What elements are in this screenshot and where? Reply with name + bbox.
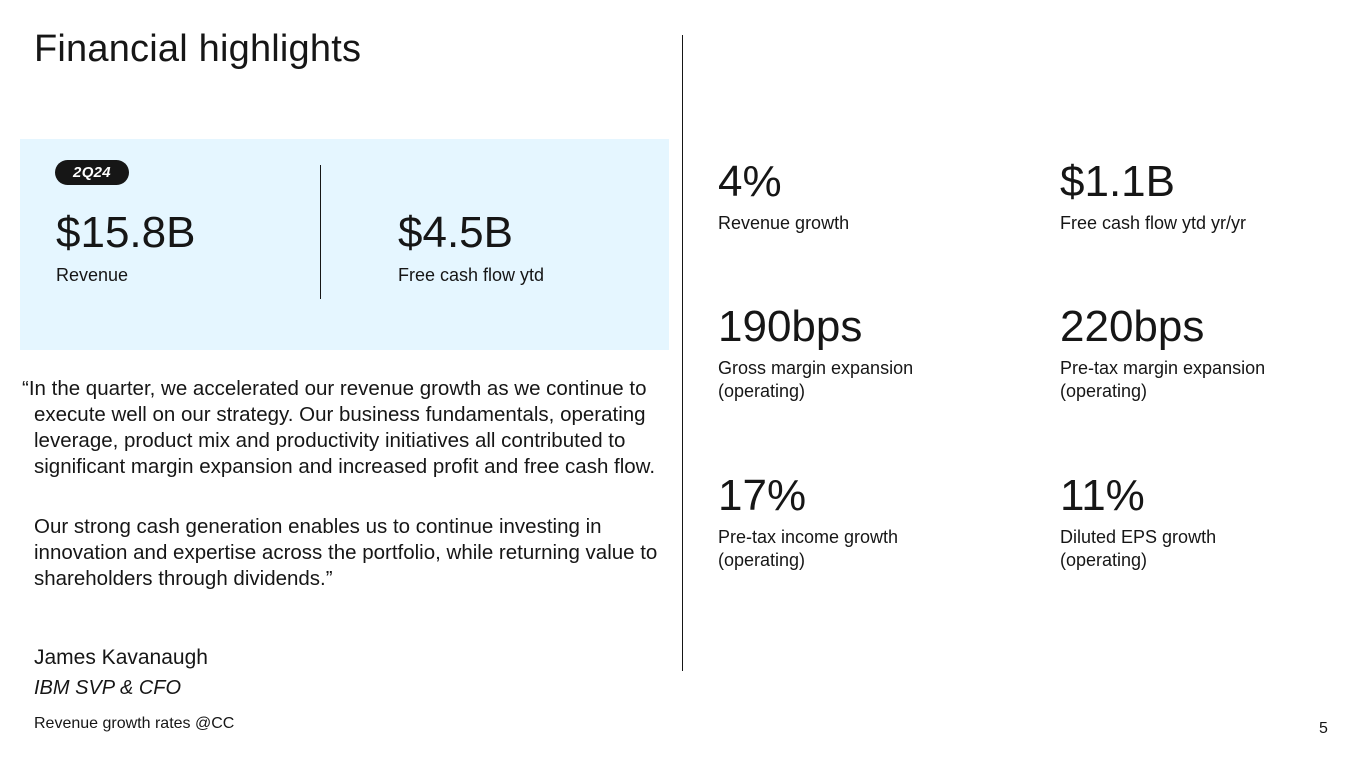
metric-qualifier: (operating) [1060, 550, 1148, 570]
metric-value: $1.1B [1060, 157, 1175, 206]
cfo-quote: “In the quarter, we accelerated our reve… [22, 376, 662, 592]
metric-label: Revenue growth [718, 213, 850, 233]
metric-value: 220bps [1060, 302, 1205, 351]
metric-free-cash-flow-growth: $1.1B Free cash flow ytd yr/yr [1060, 156, 1246, 235]
quote-author-title: IBM SVP & CFO [34, 677, 182, 699]
metric-pretax-margin-expansion: 220bps Pre-tax margin expansion (operati… [1060, 301, 1265, 403]
metric-label: Free cash flow ytd yr/yr [1060, 213, 1247, 233]
panel-divider [320, 165, 321, 299]
metric-label: Pre-tax margin expansion [1060, 358, 1266, 378]
metric-value: 190bps [718, 302, 863, 351]
metric-revenue-growth: 4% Revenue growth [718, 156, 849, 235]
free-cash-flow-metric: $4.5B Free cash flow ytd [398, 207, 544, 286]
metric-gross-margin-expansion: 190bps Gross margin expansion (operating… [718, 301, 913, 403]
footnote: Revenue growth rates @CC [34, 715, 235, 732]
metric-value: 4% [718, 157, 782, 206]
quarter-badge: 2Q24 [55, 160, 129, 185]
quote-author-name: James Kavanaugh [34, 646, 208, 669]
metric-value: $4.5B [398, 208, 513, 257]
vertical-divider [682, 35, 683, 671]
metric-value: $15.8B [56, 208, 196, 257]
metric-label: Revenue [56, 265, 129, 285]
quote-paragraph: “In the quarter, we accelerated our reve… [22, 377, 656, 478]
metric-pretax-income-growth: 17% Pre-tax income growth (operating) [718, 470, 898, 572]
page-title: Financial highlights [34, 28, 362, 70]
revenue-metric: $15.8B Revenue [56, 207, 195, 286]
metric-qualifier: (operating) [718, 550, 806, 570]
metric-label: Diluted EPS growth [1060, 527, 1217, 547]
metric-label: Free cash flow ytd [398, 265, 545, 285]
page-number: 5 [1319, 720, 1328, 737]
metric-qualifier: (operating) [718, 381, 806, 401]
metric-value: 17% [718, 471, 807, 520]
quote-paragraph: Our strong cash generation enables us to… [34, 515, 658, 590]
metric-value: 11% [1060, 471, 1145, 520]
quarter-highlight-panel: 2Q24 $15.8B Revenue $4.5B Free cash flow… [20, 139, 669, 350]
metric-diluted-eps-growth: 11% Diluted EPS growth (operating) [1060, 470, 1216, 572]
metric-label: Pre-tax income growth [718, 527, 899, 547]
metric-label: Gross margin expansion [718, 358, 914, 378]
metric-qualifier: (operating) [1060, 381, 1148, 401]
